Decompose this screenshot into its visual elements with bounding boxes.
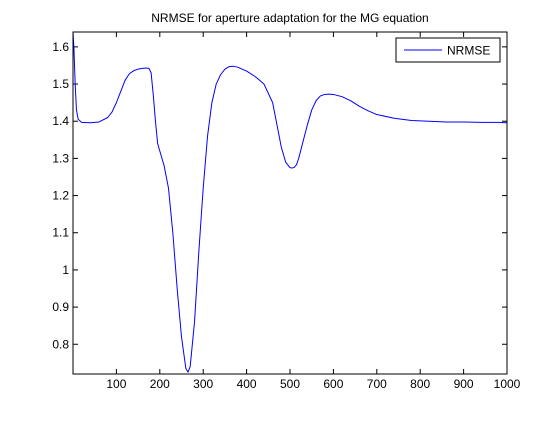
- x-tick-label: 600: [323, 377, 343, 391]
- plot-background: [73, 32, 507, 374]
- y-tick-label: 0.8: [52, 337, 69, 351]
- plot-frame: [72, 31, 508, 375]
- x-tick-label: 900: [454, 377, 474, 391]
- x-tick-label: 800: [410, 377, 430, 391]
- y-tick-label: 1.3: [52, 151, 69, 165]
- y-tick-label: 1.4: [52, 114, 69, 128]
- legend-entry-nrmse: NRMSE: [447, 44, 490, 58]
- x-tick-label: 300: [193, 377, 213, 391]
- y-tick-label: 1.2: [52, 189, 69, 203]
- x-tick-label: 200: [150, 377, 170, 391]
- series-layer: [73, 32, 507, 373]
- y-tick-label: 1.5: [52, 77, 69, 91]
- y-tick-label: 1.1: [52, 226, 69, 240]
- x-axis: 100 200 300 400 500 600 700 800 900 1000: [106, 32, 521, 391]
- x-tick-label: 1000: [494, 377, 521, 391]
- x-tick-label: 700: [367, 377, 387, 391]
- y-tick-label: 1.6: [52, 40, 69, 54]
- chart-title: NRMSE for aperture adaptation for the MG…: [151, 11, 428, 25]
- legend: NRMSE: [395, 37, 501, 63]
- y-axis: 0.8 0.9 1 1.1 1.2 1.3 1.4 1.5 1.6: [52, 40, 507, 351]
- series-line-nrmse: [73, 32, 507, 373]
- x-tick-label: 100: [106, 377, 126, 391]
- y-tick-label: 1: [62, 263, 69, 277]
- y-tick-label: 0.9: [52, 300, 69, 314]
- x-tick-label: 400: [237, 377, 257, 391]
- x-tick-label: 500: [280, 377, 300, 391]
